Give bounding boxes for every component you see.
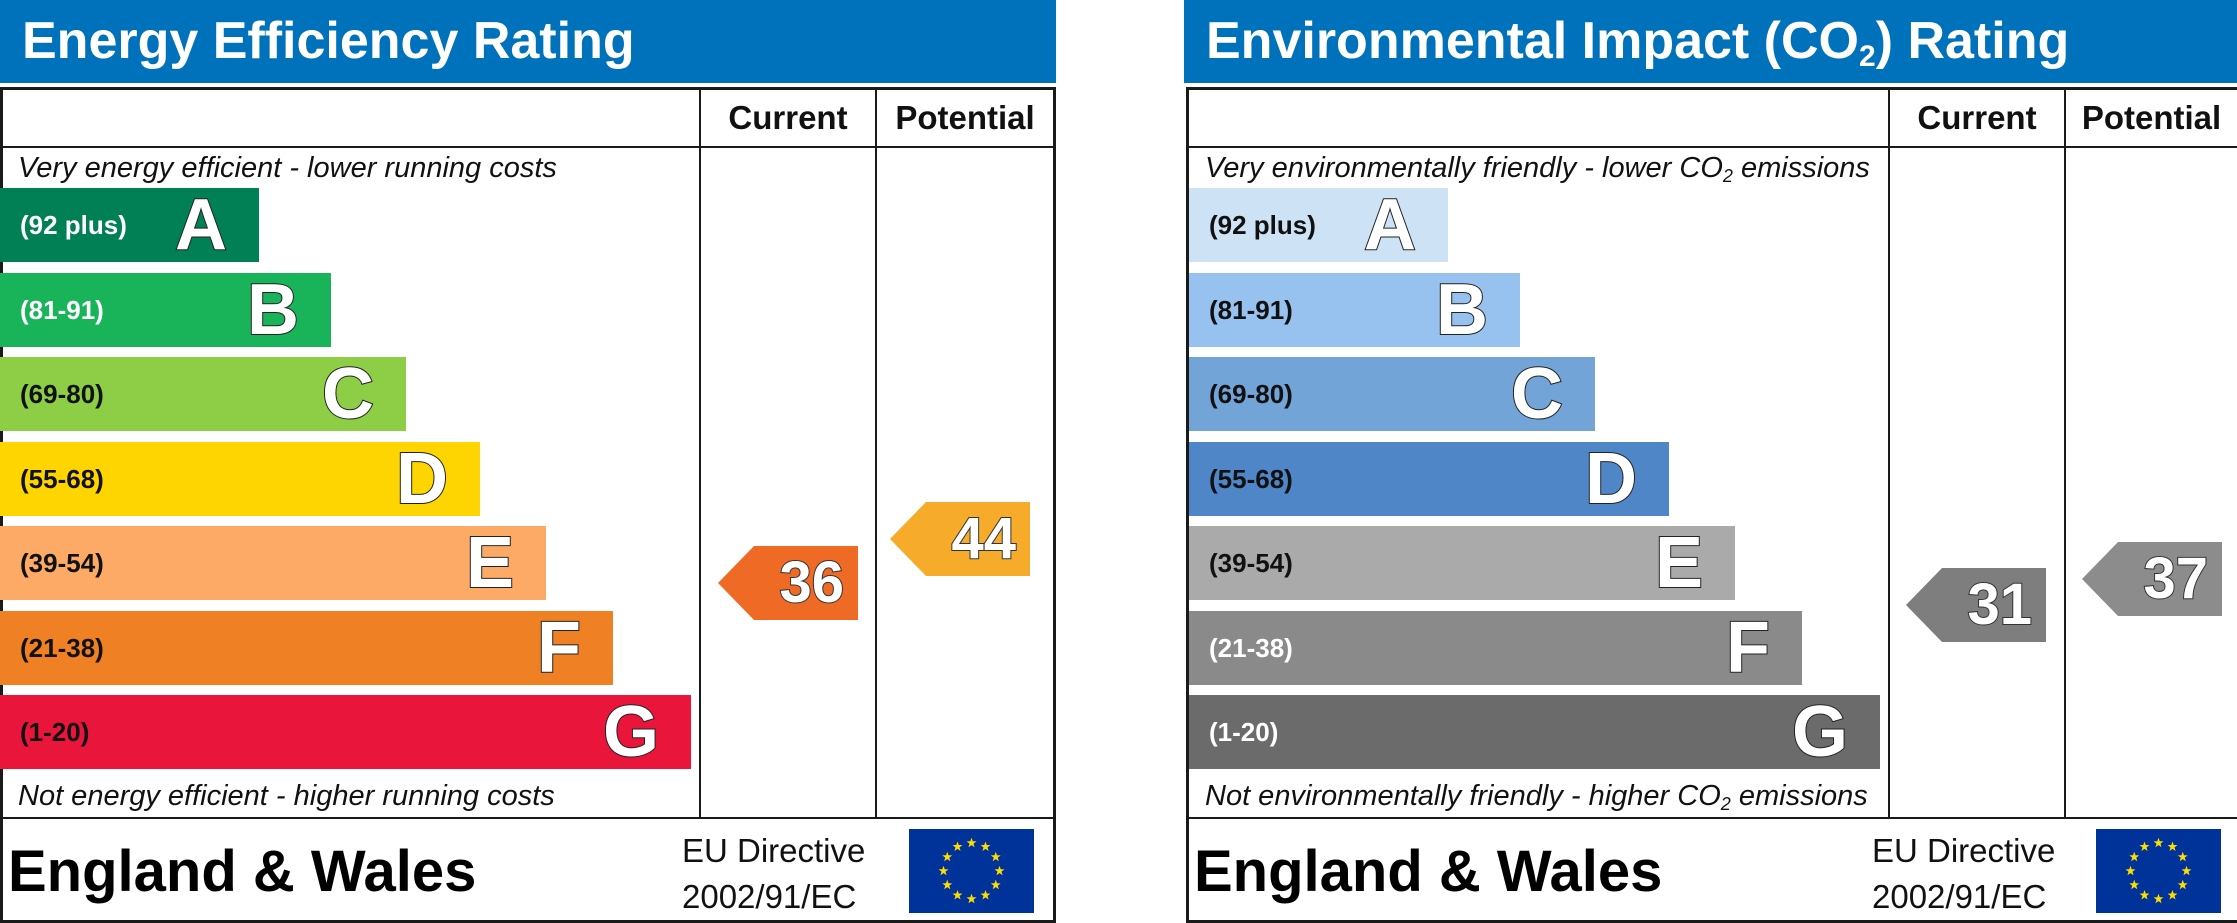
rating-band-e: (39-54) E [1189, 523, 1735, 603]
eu-flag-icon [909, 829, 1034, 913]
band-range-label: (81-91) [1209, 294, 1293, 325]
rating-band-a: (92 plus) A [0, 185, 259, 265]
chart-frame [1186, 87, 2237, 923]
bottom-note: Not energy efficient - higher running co… [18, 780, 555, 812]
rating-band-f: (21-38) F [0, 607, 613, 688]
region-label: England & Wales [1194, 839, 1663, 904]
band-letter: F [1725, 607, 1771, 688]
rating-band-g: (1-20) G [1189, 692, 1880, 772]
rating-band-g: (1-20) G [0, 692, 691, 772]
band-range-label: (69-80) [20, 379, 104, 409]
region-label: England & Wales [8, 839, 477, 904]
band-letter: D [1584, 438, 1638, 519]
chart-title: Energy Efficiency Rating [0, 0, 1056, 83]
rating-band-d: (55-68) D [0, 438, 480, 519]
current-column-header: Current [728, 99, 848, 136]
current-rating-arrow: 36 [718, 546, 858, 620]
band-range-label: (21-38) [1209, 632, 1293, 663]
current-rating-value: 36 [778, 549, 845, 616]
eu-directive-text: EU Directive 2002/91/EC [682, 832, 866, 915]
potential-column-header: Potential [2081, 99, 2222, 136]
band-letter: D [395, 438, 449, 519]
band-range-label: (55-68) [20, 463, 104, 494]
band-letter: A [1363, 185, 1417, 265]
rating-band-d: (55-68) D [1189, 438, 1669, 519]
band-range-label: (55-68) [1209, 463, 1293, 494]
eu-flag-icon [2096, 829, 2221, 913]
band-letter: E [1654, 523, 1704, 603]
energy-efficiency-panel: Energy Efficiency Rating Current Potenti… [0, 0, 1056, 923]
top-note: Very environmentally friendly - lower CO… [1205, 152, 1870, 186]
band-range-label: (21-38) [20, 632, 104, 663]
rating-band-e: (39-54) E [0, 523, 546, 603]
rating-band-b: (81-91) B [0, 269, 331, 350]
potential-rating-arrow: 37 [2082, 542, 2222, 616]
rating-band-f: (21-38) F [1189, 607, 1802, 688]
rating-band-c: (69-80) C [0, 354, 406, 434]
rating-band-b: (81-91) B [1189, 269, 1520, 350]
band-range-label: (69-80) [1209, 379, 1293, 409]
potential-column-header: Potential [895, 99, 1035, 136]
chart-title: Environmental Impact (CO2) Rating [1184, 0, 2237, 83]
eu-directive-text: EU Directive 2002/91/EC [1872, 832, 2056, 915]
band-letter: B [246, 269, 300, 350]
band-range-label: (39-54) [20, 548, 104, 578]
band-letter: G [1791, 692, 1849, 772]
rating-band-c: (69-80) C [1189, 354, 1595, 434]
top-note: Very energy efficient - lower running co… [18, 152, 557, 184]
band-letter: C [1510, 354, 1564, 434]
band-range-label: (1-20) [1209, 717, 1279, 747]
band-range-label: (81-91) [20, 294, 104, 325]
bottom-note: Not environmentally friendly - higher CO… [1205, 780, 1868, 814]
band-letter: B [1435, 269, 1489, 350]
rating-band-a: (92 plus) A [1189, 185, 1448, 265]
band-range-label: (92 plus) [20, 210, 127, 240]
band-range-label: (39-54) [1209, 548, 1293, 578]
current-rating-arrow: 31 [1906, 568, 2046, 642]
band-letter: C [321, 354, 375, 434]
band-range-label: (1-20) [20, 717, 90, 747]
current-rating-value: 31 [1966, 571, 2033, 638]
band-letter: F [536, 607, 582, 688]
potential-rating-value: 37 [2142, 545, 2209, 612]
potential-rating-value: 44 [950, 505, 1017, 572]
band-letter: G [602, 692, 660, 772]
current-column-header: Current [1917, 99, 2037, 136]
potential-rating-arrow: 44 [890, 502, 1030, 576]
band-letter: A [174, 185, 228, 265]
band-range-label: (92 plus) [1209, 210, 1316, 240]
environmental-impact-panel: Environmental Impact (CO2) Rating Curren… [1184, 0, 2237, 923]
band-letter: E [465, 523, 515, 603]
